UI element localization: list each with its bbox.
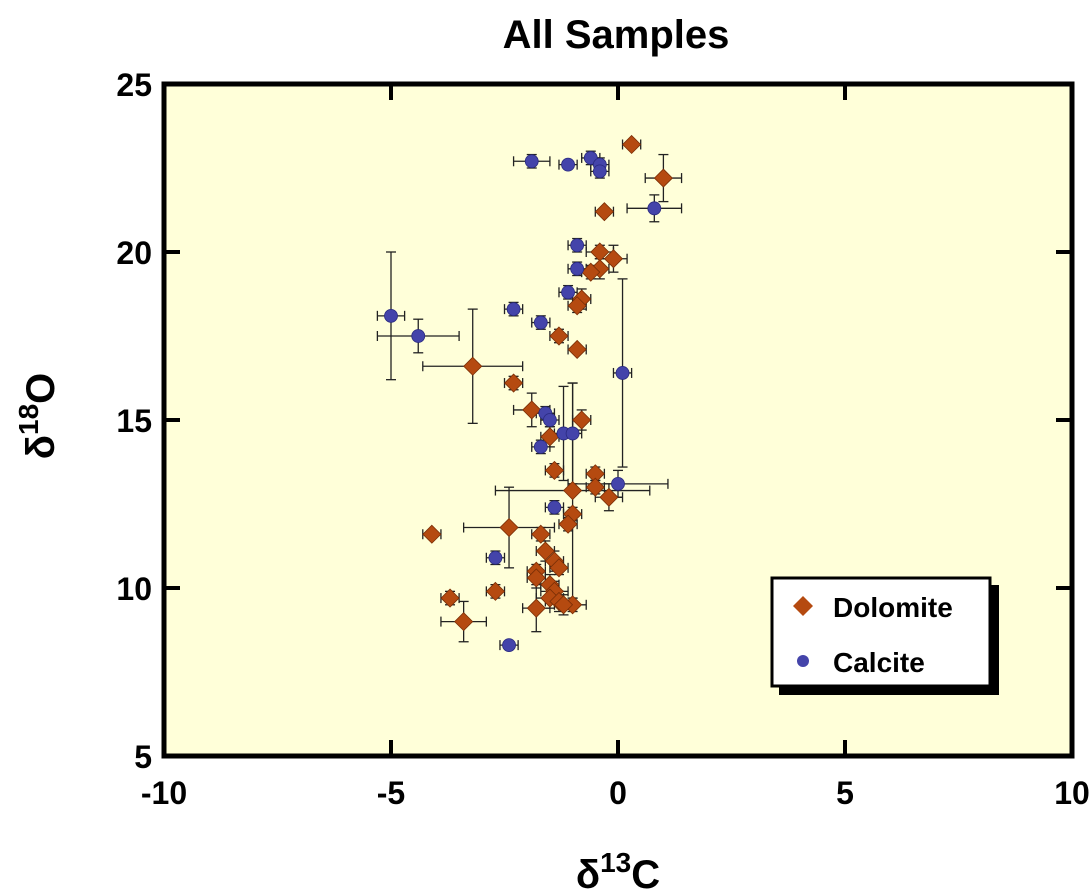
calcite-point (647, 201, 662, 216)
dolomite-point (603, 249, 624, 269)
legend-dolomite-label: Dolomite (833, 592, 953, 623)
chart-title: All Samples (503, 13, 730, 57)
calcite-point (384, 308, 398, 323)
dolomite-point (454, 612, 474, 632)
calcite-point (502, 638, 516, 653)
y-tick-label: 25 (116, 67, 152, 103)
x-tick-label: -5 (377, 775, 405, 811)
x-tick-label: 5 (836, 775, 854, 811)
calcite-point (570, 238, 585, 253)
dolomite-point (558, 514, 578, 534)
x-tick-label: 0 (609, 775, 627, 811)
legend: Dolomite Calcite (770, 576, 999, 695)
axis-ticks (162, 82, 1074, 758)
y-tick-label: 20 (116, 235, 152, 271)
calcite-point (615, 366, 630, 380)
dolomite-point (422, 524, 442, 544)
calcite-point (570, 261, 585, 276)
dolomite-point (622, 134, 642, 155)
dolomite-point (585, 477, 605, 497)
legend-calcite-marker (797, 655, 809, 667)
legend-box (770, 576, 992, 688)
dolomite-point (567, 339, 587, 360)
y-tick-label: 10 (116, 571, 152, 607)
dolomite-point (572, 410, 592, 430)
x-axis-label-main: C (631, 853, 660, 896)
y-tick-label: 15 (116, 403, 152, 439)
dolomite-point (463, 356, 483, 376)
x-axis-label: δ13C (576, 847, 660, 896)
calcite-point (592, 164, 607, 179)
dolomite-point (549, 558, 569, 578)
y-tick-label: 5 (134, 739, 152, 775)
calcite-point (488, 550, 503, 565)
data-markers (384, 134, 673, 653)
dolomite-point (499, 517, 519, 538)
x-axis-label-sup: 13 (600, 847, 631, 878)
calcite-point (561, 285, 575, 300)
dolomite-point (535, 541, 555, 561)
calcite-point (543, 413, 557, 427)
dolomite-point (653, 168, 673, 188)
x-tick-label: -10 (141, 775, 187, 811)
calcite-point (533, 439, 548, 454)
dolomite-point (567, 296, 587, 316)
dolomite-point (485, 581, 505, 601)
dolomite-point (526, 598, 546, 618)
calcite-point (506, 302, 521, 317)
y-axis-label: δ18O (13, 373, 63, 460)
dolomite-point (522, 400, 542, 420)
legend-calcite-label: Calcite (833, 647, 925, 678)
y-axis-label-main: O (19, 373, 63, 404)
dolomite-point (544, 460, 565, 480)
dolomite-point (440, 588, 460, 608)
dolomite-point (540, 427, 560, 447)
calcite-point (611, 476, 625, 491)
calcite-point (524, 154, 539, 169)
calcite-point (565, 426, 580, 441)
dolomite-point (553, 595, 574, 615)
y-axis-label-sup: 18 (13, 404, 44, 435)
calcite-point (411, 329, 426, 343)
calcite-point (547, 500, 562, 515)
x-tick-label: 10 (1054, 775, 1090, 811)
dolomite-point (531, 524, 551, 544)
calcite-point (561, 157, 575, 172)
dolomite-point (594, 202, 614, 222)
y-axis-label-prefix: δ (19, 435, 63, 459)
dolomite-point (581, 262, 601, 282)
calcite-point (533, 315, 548, 330)
dolomite-point (549, 326, 569, 346)
dolomite-point (563, 480, 583, 501)
dolomite-point (504, 373, 524, 393)
dolomite-point (526, 568, 546, 588)
tick-labels: -10 -5 0 5 10 5 10 15 20 25 (116, 67, 1089, 811)
legend-dolomite-marker (793, 596, 813, 616)
x-axis-label-prefix: δ (576, 853, 600, 896)
dolomite-point (599, 487, 619, 507)
